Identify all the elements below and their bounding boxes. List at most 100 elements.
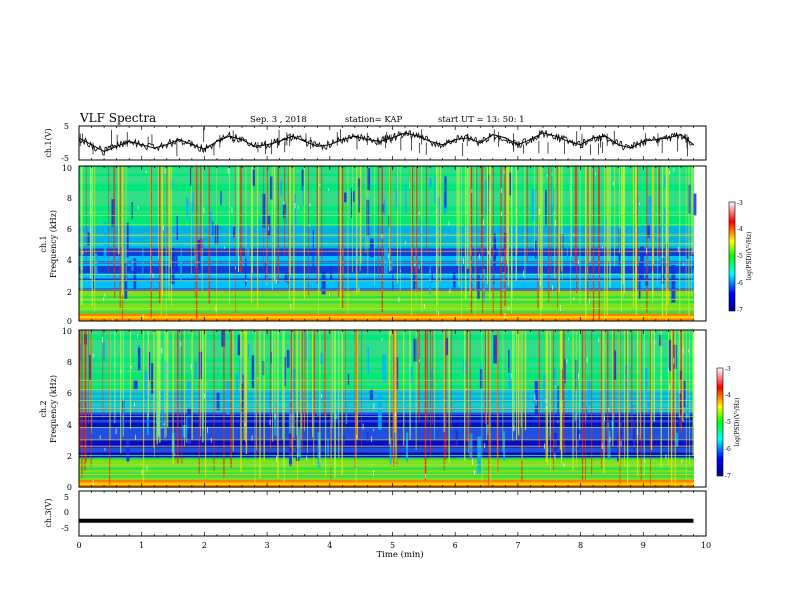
spec2-block <box>445 337 449 356</box>
spec2-row <box>79 430 694 433</box>
ch2-cbar-tick-m6: -6 <box>725 446 731 453</box>
spec1-speckle <box>683 262 685 266</box>
spec1-block <box>545 189 547 226</box>
ch1-cbar-tick-m5: -5 <box>737 253 743 260</box>
ch1-cbar-tick-m6: -6 <box>737 280 743 287</box>
spec2-block <box>369 390 374 401</box>
spec2-speckle <box>269 419 271 425</box>
spec2-block <box>137 347 141 371</box>
ch3-ytick-mid: 0 <box>64 508 69 517</box>
xtick-7: 7 <box>515 541 520 550</box>
spec1-row <box>79 216 694 219</box>
spec2-speckle <box>484 443 486 449</box>
spec2-row <box>79 470 694 473</box>
spec2-speckle <box>99 435 101 439</box>
spec2-row <box>79 462 694 466</box>
spec1-row <box>79 178 694 182</box>
spec1-speckle <box>488 250 490 255</box>
spec1-speckle <box>297 206 299 210</box>
spec1-speckle <box>501 256 503 262</box>
spec2-speckle <box>210 437 212 443</box>
spec1-block <box>513 227 516 237</box>
spec1-block <box>189 167 192 186</box>
ch1-data-point <box>316 145 318 147</box>
spec2-row <box>79 352 694 356</box>
spec1-speckle <box>552 285 553 290</box>
spec1-block <box>405 184 407 214</box>
spec2-speckle <box>102 336 103 343</box>
spec2-speckle <box>554 453 556 460</box>
spec2-block <box>490 420 492 434</box>
spec2-block <box>226 381 230 415</box>
spec2-block <box>367 346 370 374</box>
spec1-block <box>285 209 287 243</box>
spec2-block <box>382 354 386 382</box>
spec1-row <box>79 218 694 222</box>
spec1-speckle <box>463 258 464 264</box>
spec1-block <box>692 193 697 216</box>
spec1-block <box>176 215 179 240</box>
spec1-block <box>498 223 500 258</box>
spec1-speckle <box>479 254 481 259</box>
spec1-row <box>79 176 694 179</box>
spec1-block <box>452 272 456 288</box>
spec1-row <box>79 201 694 204</box>
spec1-row <box>79 298 694 302</box>
spec2-speckle <box>203 393 205 399</box>
spec2-speckle <box>513 425 515 431</box>
spec2-block <box>378 394 382 430</box>
spec1-block <box>358 178 361 213</box>
spec2-block <box>144 370 148 404</box>
spec1-speckle <box>500 188 502 194</box>
spec2-block <box>479 369 483 389</box>
spec1-block <box>270 176 273 200</box>
spec2-row <box>79 382 694 386</box>
spec2-speckle <box>608 407 610 412</box>
spec2-row <box>79 435 694 438</box>
spec1-block <box>170 247 175 285</box>
spec2-row <box>79 350 694 353</box>
spec1-row <box>79 186 694 189</box>
spec2-row <box>79 437 694 441</box>
spec1-block <box>502 272 506 292</box>
spec1-speckle <box>612 181 614 186</box>
ch1-data-point <box>479 142 481 144</box>
spec2-block <box>683 380 686 408</box>
spec1-block <box>302 186 305 206</box>
spec2-block <box>317 404 319 417</box>
ch2-freq-ytick-8: 8 <box>67 358 72 367</box>
ch2-cbar-tick-m5: -5 <box>725 419 731 426</box>
ch2-spectrogram-panel: 0 2 4 6 8 10 ch.2 Frequency (kHz) <box>39 327 707 493</box>
spec1-block <box>220 190 222 205</box>
station-label: station= KAP <box>345 115 403 125</box>
spec2-speckle <box>306 455 308 461</box>
spec2-row <box>79 377 694 381</box>
spec2-row <box>79 480 694 483</box>
spec2-row <box>79 392 694 396</box>
spec2-row <box>79 400 694 403</box>
spec1-speckle <box>409 183 411 189</box>
spec1-row <box>79 313 694 317</box>
spec2-speckle <box>381 338 383 341</box>
spec2-row <box>79 370 694 373</box>
spec2-row <box>79 440 694 443</box>
spec2-row <box>79 375 694 378</box>
spec1-block <box>266 215 271 236</box>
spec2-speckle <box>190 364 192 370</box>
spec2-block <box>477 436 482 474</box>
spec1-block <box>560 234 564 249</box>
spec1-speckle <box>329 293 330 297</box>
spec1-row <box>79 196 694 199</box>
spec2-speckle <box>604 416 605 421</box>
spec1-block <box>292 216 297 245</box>
spec2-row <box>79 345 694 348</box>
spec1-row <box>79 238 694 242</box>
ch2-freq-ytick-6: 6 <box>67 389 72 398</box>
spec2-block <box>161 408 164 429</box>
spec1-block <box>369 238 374 258</box>
spec1-block <box>126 222 129 258</box>
spec1-block <box>92 266 95 290</box>
ch1-ytick-bottom: -5 <box>61 154 69 163</box>
spec1-block <box>232 226 235 238</box>
